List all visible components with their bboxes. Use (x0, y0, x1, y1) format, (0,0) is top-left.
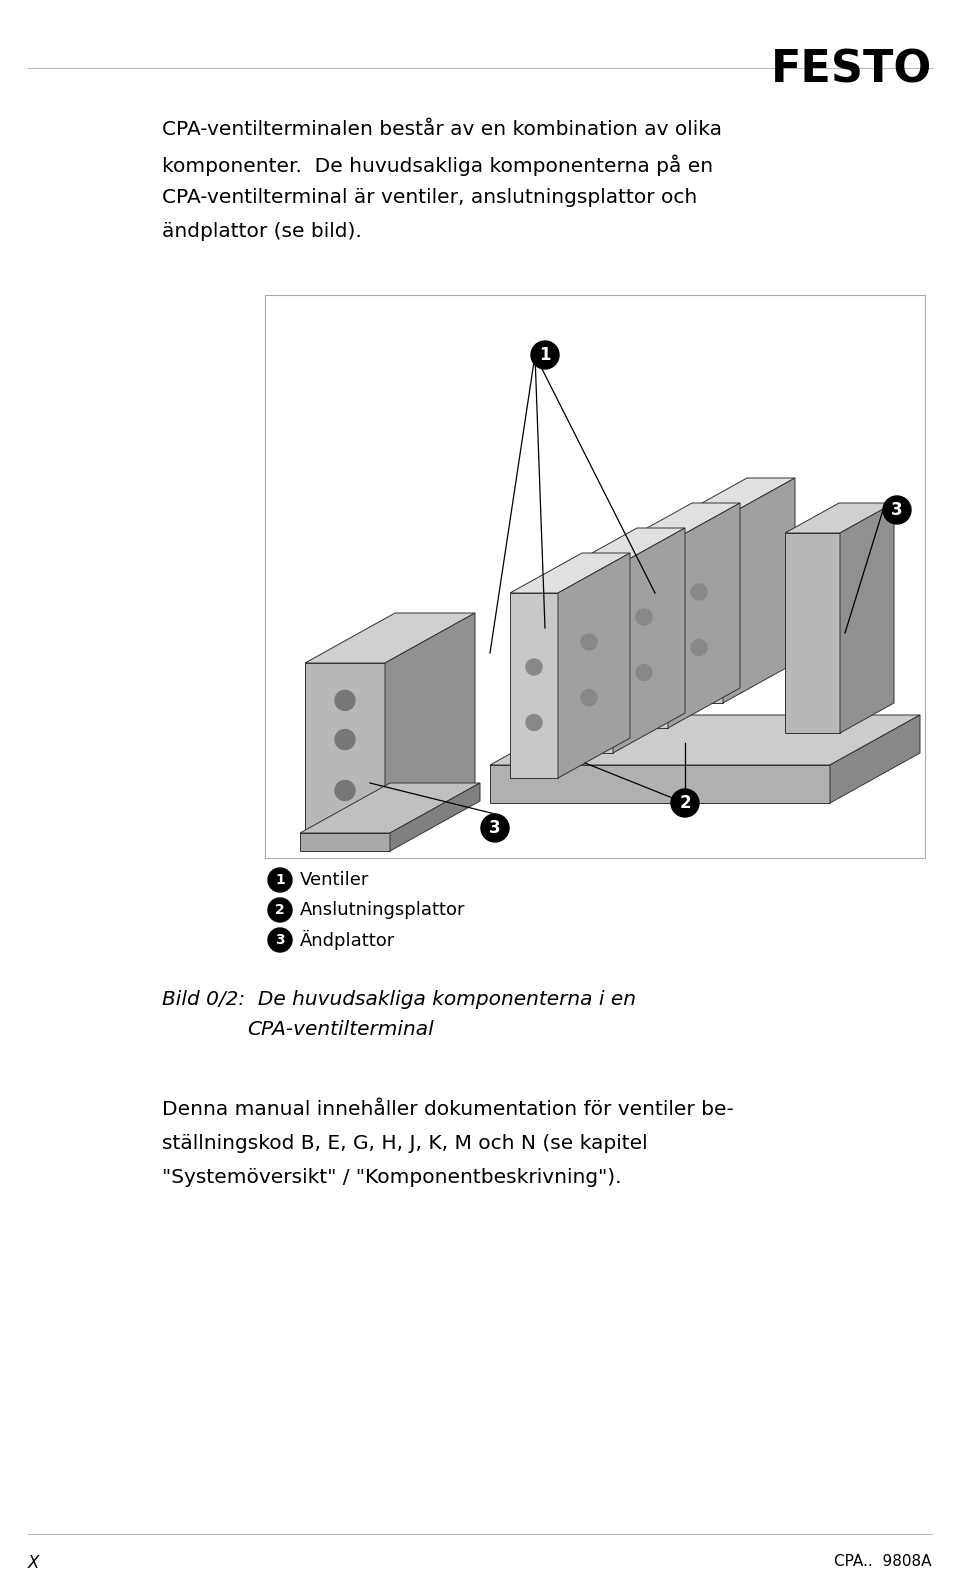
Text: 3: 3 (276, 933, 285, 947)
Polygon shape (510, 553, 630, 593)
Circle shape (268, 928, 292, 952)
Circle shape (335, 730, 355, 750)
Circle shape (526, 659, 542, 675)
Polygon shape (620, 544, 668, 728)
Polygon shape (490, 716, 920, 764)
Text: 3: 3 (490, 820, 501, 837)
Circle shape (268, 898, 292, 922)
Text: Bild 0/2:  De huvudsakliga komponenterna i en: Bild 0/2: De huvudsakliga komponenterna … (162, 990, 636, 1009)
Polygon shape (510, 593, 558, 779)
Circle shape (581, 634, 597, 649)
Polygon shape (565, 528, 685, 567)
Circle shape (636, 665, 652, 681)
Polygon shape (613, 528, 685, 753)
Polygon shape (300, 834, 390, 851)
Text: 3: 3 (891, 501, 902, 519)
Circle shape (335, 780, 355, 801)
Text: Anslutningsplattor: Anslutningsplattor (300, 901, 466, 919)
Circle shape (526, 714, 542, 731)
Text: Denna manual innehåller dokumentation för ventiler be-: Denna manual innehåller dokumentation fö… (162, 1100, 733, 1119)
Polygon shape (490, 764, 830, 804)
Polygon shape (558, 553, 630, 779)
Text: CPA-ventilterminal: CPA-ventilterminal (247, 1020, 434, 1039)
Polygon shape (620, 503, 740, 544)
Bar (265, 295, 925, 857)
Circle shape (691, 585, 707, 600)
Polygon shape (785, 533, 840, 733)
Text: ställningskod B, E, G, H, J, K, M och N (se kapitel: ställningskod B, E, G, H, J, K, M och N … (162, 1135, 648, 1154)
Circle shape (531, 340, 559, 369)
Text: 1: 1 (540, 347, 551, 364)
Text: FESTO: FESTO (771, 47, 932, 91)
Polygon shape (675, 478, 795, 519)
Circle shape (268, 868, 292, 892)
Polygon shape (830, 716, 920, 804)
Text: komponenter.  De huvudsakliga komponenterna på en: komponenter. De huvudsakliga komponenter… (162, 154, 713, 175)
Text: 1: 1 (276, 873, 285, 887)
Polygon shape (565, 567, 613, 753)
Polygon shape (675, 519, 723, 703)
Text: ändplattor (se bild).: ändplattor (se bild). (162, 222, 362, 241)
Text: Ändplattor: Ändplattor (300, 930, 396, 950)
Polygon shape (668, 503, 740, 728)
Text: CPA-ventilterminal är ventiler, anslutningsplattor och: CPA-ventilterminal är ventiler, anslutni… (162, 188, 697, 206)
Text: Ventiler: Ventiler (300, 872, 370, 889)
Text: CPA-ventilterminalen består av en kombination av olika: CPA-ventilterminalen består av en kombin… (162, 120, 722, 139)
Circle shape (883, 496, 911, 523)
Polygon shape (785, 503, 894, 533)
Text: 2: 2 (679, 794, 691, 812)
Polygon shape (305, 613, 475, 663)
Polygon shape (723, 478, 795, 703)
Text: X: X (28, 1554, 39, 1571)
Polygon shape (305, 663, 385, 834)
Text: "Systemöversikt" / "Komponentbeskrivning").: "Systemöversikt" / "Komponentbeskrivning… (162, 1168, 621, 1187)
Polygon shape (840, 503, 894, 733)
Polygon shape (390, 783, 480, 851)
Polygon shape (300, 783, 480, 834)
Polygon shape (385, 613, 475, 834)
Circle shape (691, 640, 707, 656)
Circle shape (671, 790, 699, 816)
Circle shape (581, 690, 597, 706)
Circle shape (335, 690, 355, 711)
Circle shape (636, 608, 652, 626)
Circle shape (481, 813, 509, 842)
Text: CPA..  9808A: CPA.. 9808A (834, 1554, 932, 1570)
Text: 2: 2 (276, 903, 285, 917)
